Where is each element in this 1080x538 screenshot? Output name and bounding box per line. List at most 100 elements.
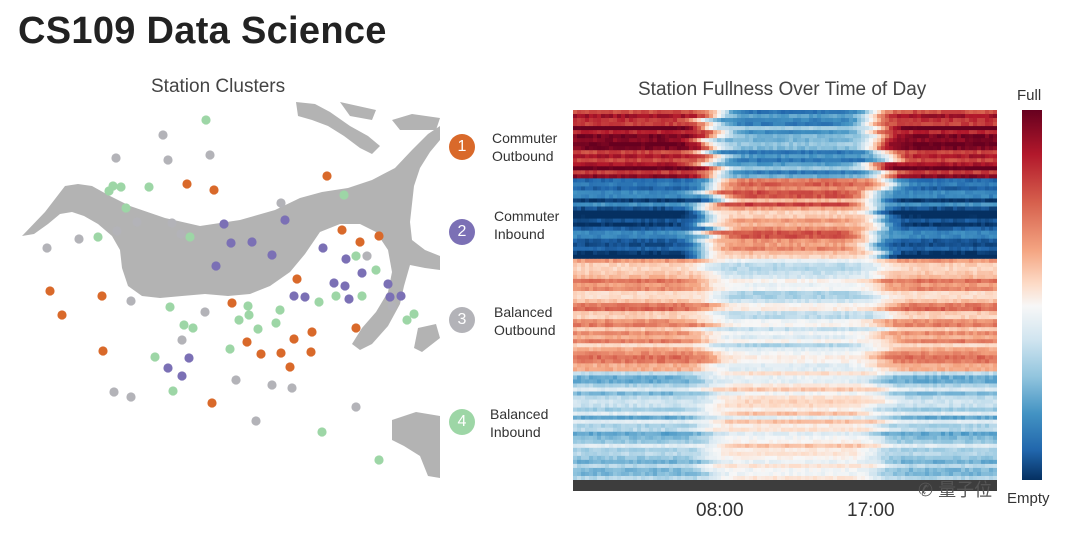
heatmap-cell [765,206,770,211]
heatmap-cell [921,214,926,219]
heatmap-cell [589,218,594,224]
heatmap-cell [965,170,970,175]
heatmap-cell [813,226,818,232]
heatmap-cell [961,158,966,163]
heatmap-cell [721,146,726,151]
heatmap-cell [641,282,646,288]
heatmap-cell [609,110,614,115]
heatmap-cell [761,190,766,195]
heatmap-cell [893,250,898,256]
heatmap-cell [597,122,602,127]
heatmap-cell [577,198,582,203]
heatmap-cell [961,130,966,135]
heatmap-cell [781,142,786,147]
heatmap-cell [917,290,922,296]
heatmap-cell [813,162,818,167]
heatmap-cell [577,186,582,191]
heatmap-cell [873,166,878,171]
heatmap-cell [657,258,662,264]
heatmap-cell [901,262,906,268]
heatmap-cell [585,194,590,199]
heatmap-cell [673,222,678,228]
heatmap-cell [597,150,602,155]
heatmap-cell [593,230,598,236]
heatmap-cell [993,134,997,139]
heatmap-cell [601,266,606,272]
heatmap-cell [929,190,934,195]
heatmap-cell [637,154,642,159]
heatmap-cell [797,178,802,183]
heatmap-cell [829,250,834,256]
heatmap-cell [701,214,706,219]
heatmap-cell [613,158,618,163]
heatmap-cell [957,138,962,143]
heatmap-cell [813,242,818,248]
heatmap-cell [625,186,630,191]
heatmap-cell [577,270,582,276]
heatmap-cell [785,170,790,175]
heatmap-cell [693,210,698,215]
heatmap-cell [597,278,602,284]
heatmap-cell [945,118,950,123]
station-dot [341,254,351,264]
heatmap-cell [653,198,658,203]
heatmap-cell [833,210,838,215]
heatmap-cell [801,246,806,252]
heatmap-cell [733,170,738,175]
heatmap-cell [577,226,582,232]
heatmap-cell [637,142,642,147]
heatmap-cell [753,262,758,268]
heatmap-cell [637,262,642,268]
heatmap-cell [961,286,966,292]
heatmap-cell [969,126,974,131]
heatmap-cell [573,218,578,224]
heatmap-cell [777,194,782,199]
heatmap-cell [977,190,982,195]
heatmap-cell [609,222,614,228]
heatmap-cell [973,198,978,203]
heatmap-cell [861,270,866,276]
heatmap-cell [897,162,902,167]
heatmap-cell [809,114,814,119]
heatmap-cell [581,274,586,280]
station-dot [219,219,229,229]
heatmap-cell [681,206,686,211]
heatmap-cell [913,186,918,191]
heatmap-cell [789,274,794,280]
heatmap-cell [993,178,997,183]
heatmap-cell [725,186,730,191]
heatmap-cell [761,234,766,240]
heatmap-cell [817,150,822,155]
heatmap-cell [801,282,806,288]
heatmap-cell [709,174,714,179]
heatmap-cell [893,210,898,215]
heatmap-cell [981,214,986,219]
heatmap-cell [597,218,602,224]
heatmap-cell [909,290,914,296]
heatmap-cell [705,246,710,252]
heatmap-cell [577,178,582,183]
heatmap-cell [585,290,590,296]
heatmap-cell [733,158,738,163]
heatmap-cell [589,282,594,288]
heatmap-cell [885,110,890,115]
heatmap-cell [969,138,974,143]
heatmap-cell [677,194,682,199]
heatmap-cell [673,250,678,256]
heatmap-cell [861,242,866,248]
heatmap-cell [753,178,758,183]
heatmap-cell [621,238,626,244]
heatmap-cell [993,122,997,127]
heatmap-cell [873,134,878,139]
heatmap-cell [741,230,746,236]
heatmap-cell [793,190,798,195]
heatmap-cell [585,186,590,191]
heatmap-cell [601,162,606,167]
heatmap-cell [833,166,838,171]
heatmap-cell [793,214,798,219]
heatmap-cell [689,142,694,147]
heatmap-cell [781,178,786,183]
heatmap-cell [581,258,586,264]
heatmap-cell [573,118,578,123]
heatmap-cell [829,270,834,276]
